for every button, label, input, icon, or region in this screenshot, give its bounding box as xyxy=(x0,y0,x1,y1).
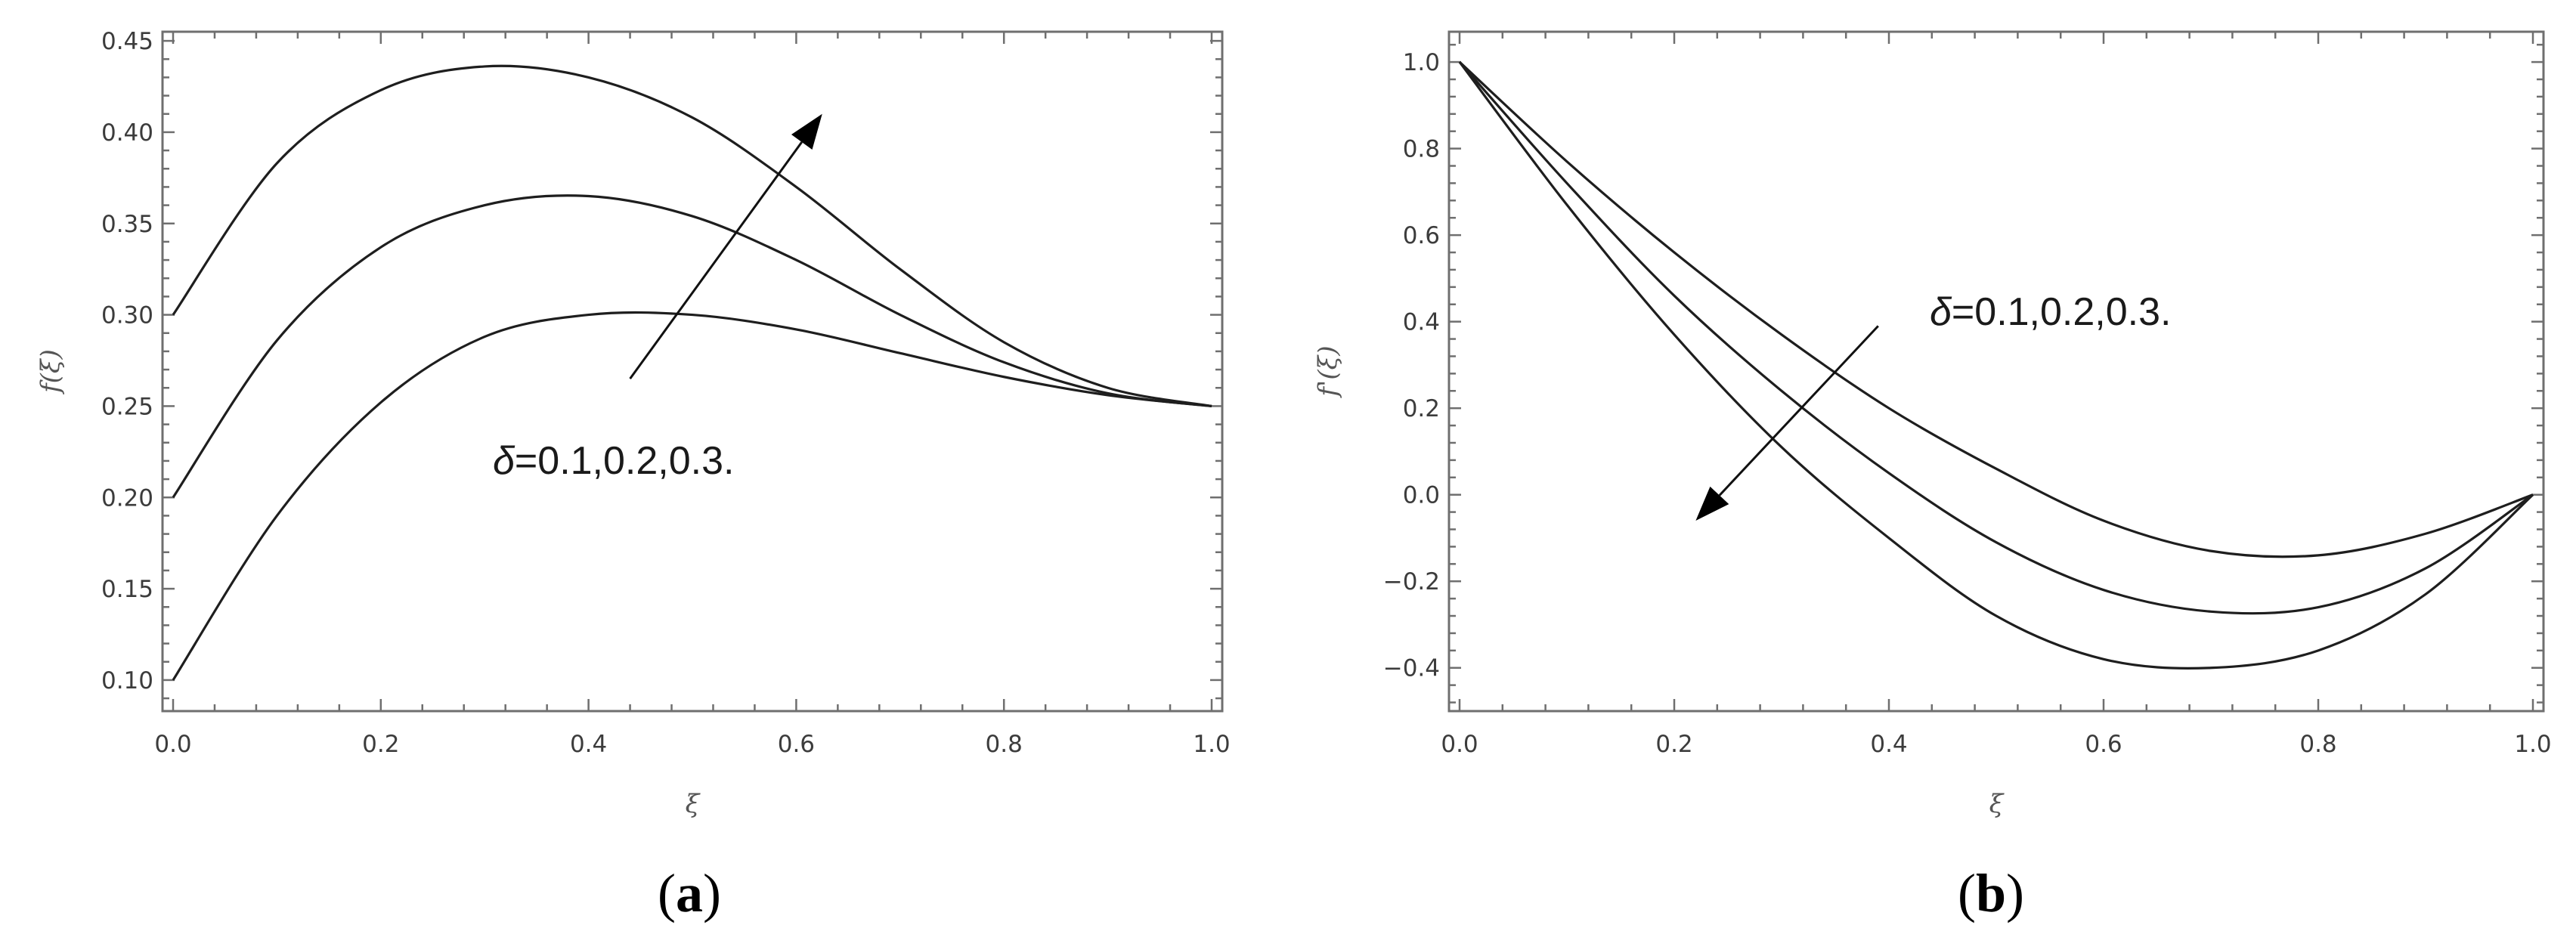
plot-frame xyxy=(1447,30,2545,713)
annotation-symbol: δ xyxy=(493,439,516,483)
panel-label: (b) xyxy=(1958,863,2024,923)
x-tick-label: 0.8 xyxy=(2299,731,2336,758)
y-tick-label: 0.40 xyxy=(101,119,153,147)
y-tick-label: −0.4 xyxy=(1383,655,1440,682)
y-tick-label: 0.15 xyxy=(101,576,153,603)
plot-frame xyxy=(161,30,1224,713)
chart-panel-b: 0.0 0.2 0.4 0.6 0.8 1.0 −0.4 −0.2 0.0 0.2 0.4 0.6 0.… xyxy=(1313,30,2552,923)
x-tick-label: 0.6 xyxy=(2085,731,2122,758)
y-tick-label: 0.25 xyxy=(101,393,153,420)
panel-label: (a) xyxy=(658,863,721,923)
x-axis-title: ξ xyxy=(686,789,701,819)
panel-label-letter: b xyxy=(1976,863,2006,923)
y-tick-label: 0.20 xyxy=(101,484,153,512)
x-tick-label: 1.0 xyxy=(1193,731,1230,758)
y-axis-title: f(ξ) xyxy=(36,349,66,395)
series-line-2 xyxy=(172,194,1212,499)
annotation-symbol: δ xyxy=(1930,290,1952,334)
annotation-values: =0.1,0.2,0.3. xyxy=(1952,290,2172,334)
y-tick-label: 0.30 xyxy=(101,302,153,329)
y-tick-label: 0.45 xyxy=(101,28,153,55)
y-tick-label: 0.6 xyxy=(1403,222,1440,249)
series-line-1 xyxy=(172,311,1212,681)
y-tick-label: 0.35 xyxy=(101,211,153,238)
x-tick-label: 1.0 xyxy=(2514,731,2551,758)
annotation-values: =0.1,0.2,0.3. xyxy=(515,439,735,483)
annotation-arrow-head xyxy=(1695,486,1729,521)
series-line-3 xyxy=(172,64,1212,407)
series-line-1 xyxy=(1458,60,2534,558)
series-line-2 xyxy=(1458,61,2534,615)
y-tick-label: 0.10 xyxy=(101,667,153,694)
y-tick-label: 1.0 xyxy=(1403,49,1440,76)
series-line-3 xyxy=(1458,61,2534,670)
annotation-arrow-head xyxy=(791,113,822,150)
y-tick-label: 0.0 xyxy=(1403,482,1440,509)
annotation-arrow-shaft xyxy=(629,141,803,380)
y-tick-label: 0.4 xyxy=(1403,309,1440,336)
panel-label-letter: a xyxy=(676,863,703,923)
x-axis-title: ξ xyxy=(1989,789,2005,819)
x-tick-label: 0.0 xyxy=(1441,731,1478,758)
annotation-arrow-shaft xyxy=(1718,325,1879,496)
panel-label-open: ( xyxy=(1958,863,1976,923)
y-axis-title: f'(ξ) xyxy=(1313,345,1343,398)
x-tick-label: 0.8 xyxy=(986,731,1023,758)
x-tick-label: 0.6 xyxy=(778,731,815,758)
annotation-label: δ=0.1,0.2,0.3. xyxy=(493,439,734,483)
x-tick-label: 0.2 xyxy=(1655,731,1692,758)
panel-label-close: ) xyxy=(703,863,721,923)
x-tick-label: 0.0 xyxy=(154,731,191,758)
y-tick-label: −0.2 xyxy=(1383,568,1440,595)
x-tick-label: 0.4 xyxy=(570,731,607,758)
x-tick-label: 0.4 xyxy=(1870,731,1907,758)
annotation-label: δ=0.1,0.2,0.3. xyxy=(1930,290,2171,334)
x-tick-label: 0.2 xyxy=(362,731,399,758)
y-tick-label: 0.2 xyxy=(1403,395,1440,422)
y-tick-label: 0.8 xyxy=(1403,136,1440,163)
panel-label-close: ) xyxy=(2006,863,2024,923)
chart-panel-a: 0.0 0.2 0.4 0.6 0.8 1.0 0.10 0.15 0.20 0.25 0.30 0.… xyxy=(36,28,1231,923)
panel-label-open: ( xyxy=(658,863,676,923)
